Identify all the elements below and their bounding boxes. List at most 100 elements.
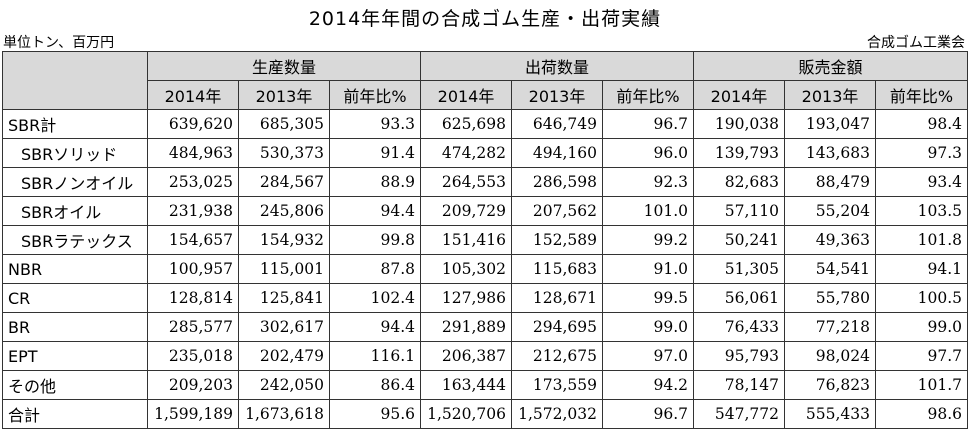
table-cell: 56,061 — [693, 283, 786, 313]
row-label: CR — [2, 283, 148, 313]
table-cell: 1,673,618 — [238, 399, 330, 429]
table-cell: 94.2 — [602, 370, 695, 400]
table-cell: 1,520,706 — [420, 399, 513, 429]
subheader-yoy: 前年比% — [328, 80, 422, 110]
table-cell: 54,541 — [784, 254, 877, 284]
table-row: BR 285,577 302,617 94.4 291,889 294,695 99.0 76… — [2, 312, 969, 342]
table-cell: 291,889 — [420, 312, 513, 342]
table-cell: 242,050 — [238, 370, 330, 400]
table-cell: 530,373 — [238, 138, 330, 168]
table-cell: 100.5 — [875, 283, 969, 313]
table-cell: 173,559 — [511, 370, 604, 400]
table-cell: 284,567 — [238, 167, 330, 197]
table-cell: 93.4 — [875, 167, 969, 197]
table-row: SBRラテックス 154,657 154,932 99.8 151,416 152,589… — [2, 225, 969, 255]
source-label: 合成ゴム工業会 — [867, 35, 965, 51]
corner-cell — [2, 51, 148, 110]
subheader-yoy: 前年比% — [602, 80, 695, 110]
table-cell: 139,793 — [693, 138, 786, 168]
row-label: 合計 — [2, 399, 148, 429]
table-cell: 76,433 — [693, 312, 786, 342]
table-cell: 639,620 — [147, 109, 239, 139]
table-cell: 55,204 — [784, 196, 877, 226]
row-label: EPT — [2, 341, 148, 371]
table-cell: 97.3 — [875, 138, 969, 168]
table-cell: 151,416 — [420, 225, 513, 255]
table-cell: 97.7 — [875, 341, 969, 371]
table-cell: 88,479 — [784, 167, 877, 197]
table-cell: 105,302 — [420, 254, 513, 284]
group-header-shipment: 出荷数量 — [420, 51, 695, 81]
table-cell: 101.0 — [602, 196, 695, 226]
table-row: CR 128,814 125,841 102.4 127,986 128,671 99.5 5… — [2, 283, 969, 313]
table-cell: 95,793 — [693, 341, 786, 371]
table-cell: 101.7 — [875, 370, 969, 400]
table-cell: 163,444 — [420, 370, 513, 400]
table-cell: 87.8 — [328, 254, 422, 284]
table-cell: 264,553 — [420, 167, 513, 197]
table-cell: 625,698 — [420, 109, 513, 139]
table-cell: 115,683 — [511, 254, 604, 284]
table-cell: 76,823 — [784, 370, 877, 400]
row-label: SBRラテックス — [2, 225, 148, 255]
table-cell: 88.9 — [328, 167, 422, 197]
table-cell: 99.0 — [875, 312, 969, 342]
table-row: NBR 100,957 115,001 87.8 105,302 115,683 91.0 5… — [2, 254, 969, 284]
table-cell: 95.6 — [328, 399, 422, 429]
table-row: SBRソリッド 484,963 530,373 91.4 474,282 494,160 9… — [2, 138, 969, 168]
table-cell: 143,683 — [784, 138, 877, 168]
row-label: SBR計 — [2, 109, 148, 139]
table-cell: 494,160 — [511, 138, 604, 168]
table-cell: 78,147 — [693, 370, 786, 400]
table-cell: 127,986 — [420, 283, 513, 313]
table-cell: 92.3 — [602, 167, 695, 197]
group-header-sales: 販売金額 — [693, 51, 969, 81]
table-cell: 1,572,032 — [511, 399, 604, 429]
table-cell: 91.0 — [602, 254, 695, 284]
table-cell: 555,433 — [784, 399, 877, 429]
table-cell: 125,841 — [238, 283, 330, 313]
production-table: 生産数量 出荷数量 販売金額 2014年 2013年 前年比% 2014年 20… — [2, 51, 969, 429]
table-body: SBR計 639,620 685,305 93.3 625,698 646,749 96.7… — [2, 109, 969, 429]
table-cell: 103.5 — [875, 196, 969, 226]
table-cell: 99.0 — [602, 312, 695, 342]
table-row: EPT 235,018 202,479 116.1 206,387 212,675 97.0… — [2, 341, 969, 371]
table-cell: 212,675 — [511, 341, 604, 371]
table-cell: 98.6 — [875, 399, 969, 429]
subheader-row: 2014年 2013年 前年比% 2014年 2013年 前年比% 2014年 … — [3, 80, 969, 110]
table-row: 合計 1,599,189 1,673,618 95.6 1,520,706 1,572,0… — [2, 399, 969, 429]
table-cell: 253,025 — [147, 167, 239, 197]
subheader-yoy: 前年比% — [875, 80, 969, 110]
table-cell: 101.8 — [875, 225, 969, 255]
table-cell: 206,387 — [420, 341, 513, 371]
group-header-production: 生産数量 — [146, 51, 422, 81]
table-cell: 646,749 — [511, 109, 604, 139]
table-cell: 57,110 — [693, 196, 786, 226]
table-cell: 245,806 — [238, 196, 330, 226]
table-cell: 202,479 — [238, 341, 330, 371]
table-cell: 190,038 — [693, 109, 786, 139]
table-cell: 91.4 — [328, 138, 422, 168]
table-cell: 100,957 — [147, 254, 239, 284]
table-cell: 115,001 — [238, 254, 330, 284]
row-label: NBR — [2, 254, 148, 284]
row-label: SBRノンオイル — [2, 167, 148, 197]
table-cell: 474,282 — [420, 138, 513, 168]
table-cell: 51,305 — [693, 254, 786, 284]
table-cell: 96.7 — [602, 399, 695, 429]
table-cell: 94.1 — [875, 254, 969, 284]
table-cell: 193,047 — [784, 109, 877, 139]
unit-label: 単位トン、百万円 — [3, 35, 115, 51]
table-cell: 99.8 — [328, 225, 422, 255]
table-row: SBRオイル 231,938 245,806 94.4 209,729 207,562 10… — [2, 196, 969, 226]
table-row: SBR計 639,620 685,305 93.3 625,698 646,749 96.7… — [2, 109, 969, 139]
table-row: SBRノンオイル 253,025 284,567 88.9 264,553 286,598… — [2, 167, 969, 197]
table-cell: 209,203 — [147, 370, 239, 400]
subheader-2013: 2013年 — [238, 80, 330, 110]
table-cell: 50,241 — [693, 225, 786, 255]
table-cell: 94.4 — [328, 312, 422, 342]
row-label: SBRオイル — [2, 196, 148, 226]
subheader-2013: 2013年 — [511, 80, 604, 110]
subheader-2014: 2014年 — [693, 80, 786, 110]
table-cell: 154,657 — [147, 225, 239, 255]
